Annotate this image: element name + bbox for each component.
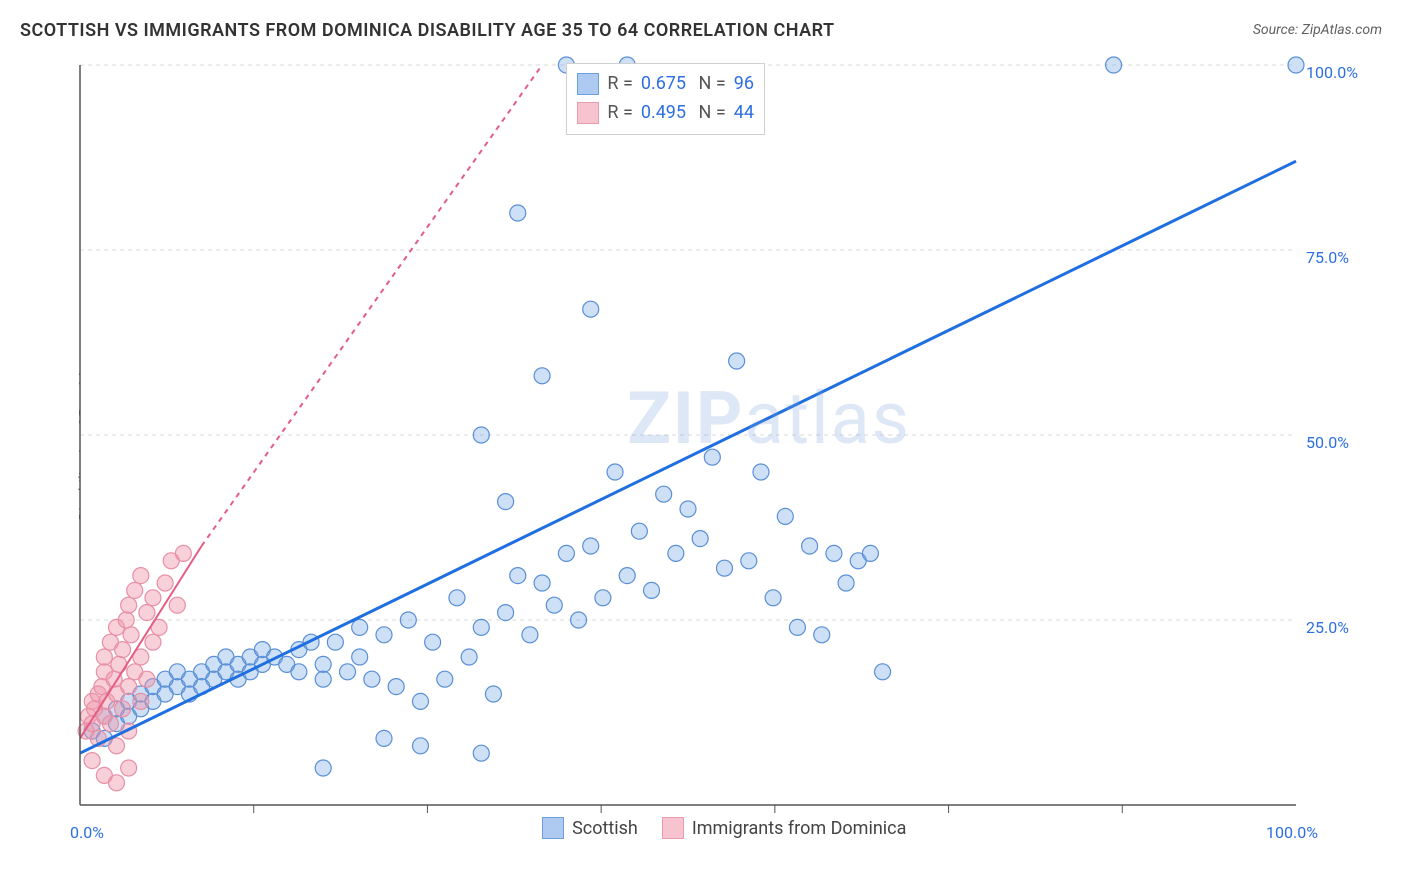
stats-row: R = 0.495 N = 44 bbox=[577, 99, 754, 128]
stat-r-label: R = bbox=[607, 99, 632, 128]
x-tick-label: 100.0% bbox=[1266, 823, 1318, 842]
y-tick-label: 75.0% bbox=[1306, 248, 1376, 267]
scatter-plot: ZIPatlas R = 0.675 N = 96R = 0.495 N = 4… bbox=[50, 55, 1386, 845]
chart-container: SCOTTISH VS IMMIGRANTS FROM DOMINICA DIS… bbox=[0, 0, 1406, 892]
source-name: ZipAtlas.com bbox=[1302, 22, 1382, 38]
stat-r-label: R = bbox=[607, 70, 632, 99]
legend-swatch bbox=[662, 817, 684, 839]
x-tick-label: 0.0% bbox=[70, 823, 104, 842]
series-swatch bbox=[577, 102, 599, 124]
legend-item[interactable]: Immigrants from Dominica bbox=[662, 817, 907, 839]
stat-n-value: 44 bbox=[734, 99, 754, 128]
stat-n-value: 96 bbox=[734, 70, 754, 99]
stat-r-value: 0.675 bbox=[641, 70, 686, 99]
source-attribution[interactable]: Source: ZipAtlas.com bbox=[1253, 22, 1382, 38]
stat-n-label: N = bbox=[694, 70, 726, 99]
legend-label: Immigrants from Dominica bbox=[692, 818, 907, 839]
correlation-stats-box: R = 0.675 N = 96R = 0.495 N = 44 bbox=[566, 63, 765, 135]
series-swatch bbox=[577, 73, 599, 95]
stat-r-value: 0.495 bbox=[641, 99, 686, 128]
legend-swatch bbox=[542, 817, 564, 839]
source-prefix: Source: bbox=[1253, 22, 1302, 38]
stats-row: R = 0.675 N = 96 bbox=[577, 70, 754, 99]
chart-title: SCOTTISH VS IMMIGRANTS FROM DOMINICA DIS… bbox=[20, 20, 835, 41]
legend-label: Scottish bbox=[572, 818, 638, 839]
y-tick-label: 25.0% bbox=[1306, 618, 1376, 637]
y-tick-label: 50.0% bbox=[1306, 433, 1376, 452]
series-legend: Scottish Immigrants from Dominica bbox=[542, 817, 906, 839]
plot-svg bbox=[50, 55, 1386, 845]
stat-n-label: N = bbox=[694, 99, 726, 128]
legend-item[interactable]: Scottish bbox=[542, 817, 638, 839]
y-tick-label: 100.0% bbox=[1306, 63, 1376, 82]
